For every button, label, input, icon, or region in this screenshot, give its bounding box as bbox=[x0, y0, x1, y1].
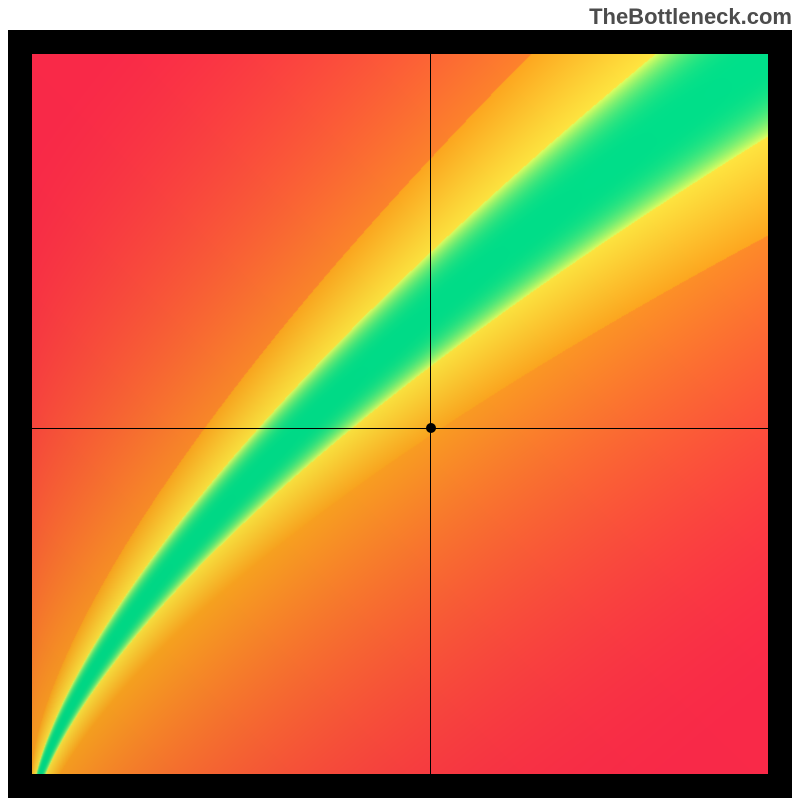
watermark-text: TheBottleneck.com bbox=[589, 4, 792, 30]
crosshair-horizontal bbox=[32, 428, 768, 429]
root: TheBottleneck.com bbox=[0, 0, 800, 800]
crosshair-vertical bbox=[430, 54, 431, 774]
plot-area bbox=[32, 54, 768, 774]
heatmap-canvas bbox=[32, 54, 768, 774]
